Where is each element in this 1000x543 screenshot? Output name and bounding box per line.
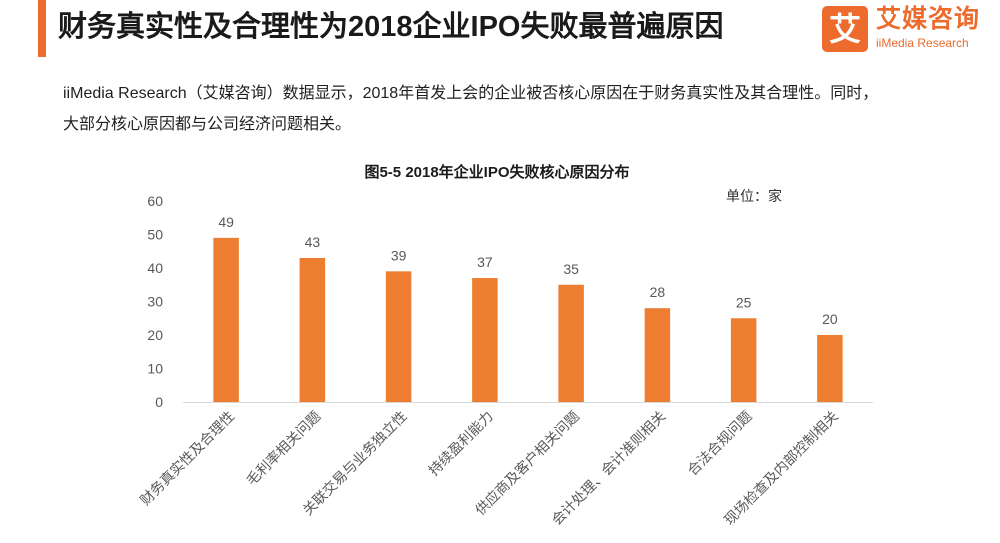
bar-chart: 图5-5 2018年企业IPO失败核心原因分布 单位：家 0 10 20 30 40 50… — [137, 163, 873, 528]
bar — [472, 278, 498, 402]
logo-subtitle: iiMedia Research — [876, 36, 969, 50]
bar-value-label: 28 — [650, 284, 666, 300]
bar-value-label: 35 — [563, 261, 579, 277]
bar — [730, 318, 757, 402]
x-category-label: 合法合规问题 — [684, 408, 755, 479]
y-tick-label: 30 — [147, 294, 163, 310]
page-title: 财务真实性及合理性为2018企业IPO失败最普遍原因 — [58, 11, 724, 43]
bar — [213, 237, 239, 402]
bar — [644, 308, 671, 402]
y-axis: 0 10 20 30 40 50 60 — [147, 193, 163, 410]
logo-name: 艾媒咨询 — [876, 5, 981, 33]
bar-value-label: 25 — [736, 294, 752, 310]
chart-title: 图5-5 2018年企业IPO失败核心原因分布 — [364, 163, 629, 181]
y-tick-label: 10 — [147, 361, 163, 377]
intro-line: 大部分核心原因都与公司经济问题相关。 — [63, 116, 352, 133]
title-accent-bar — [38, 0, 46, 57]
bar-value-label: 37 — [477, 254, 493, 270]
y-tick-label: 0 — [155, 394, 163, 410]
intro-paragraph: iiMedia Research（艾媒咨询）数据显示，2018年首发上会的企业被… — [63, 78, 878, 140]
y-tick-label: 50 — [147, 227, 163, 243]
y-tick-label: 60 — [147, 193, 163, 209]
data-labels: 49 43 39 37 35 28 25 20 — [218, 214, 838, 327]
brand-logo: 艾 艾媒咨询 iiMedia Research — [822, 4, 994, 54]
x-category-label: 财务真实性及合理性 — [137, 408, 237, 508]
x-category-label: 毛利率相关问题 — [243, 408, 324, 489]
bar-series — [213, 237, 843, 402]
bar-value-label: 49 — [218, 214, 234, 230]
bar — [817, 335, 843, 402]
bar-value-label: 20 — [822, 311, 838, 327]
y-tick-label: 20 — [147, 327, 163, 343]
y-tick-label: 40 — [147, 260, 163, 276]
bar-value-label: 43 — [305, 234, 321, 250]
x-category-label: 持续盈利能力 — [425, 408, 496, 479]
intro-line: iiMedia Research（艾媒咨询）数据显示，2018年首发上会的企业被… — [63, 85, 879, 102]
bar — [558, 284, 584, 402]
logo-mark-icon: 艾 — [822, 6, 868, 52]
bar — [299, 257, 326, 402]
bar — [385, 271, 412, 402]
unit-label: 单位：家 — [726, 188, 782, 204]
bar-value-label: 39 — [391, 247, 407, 263]
